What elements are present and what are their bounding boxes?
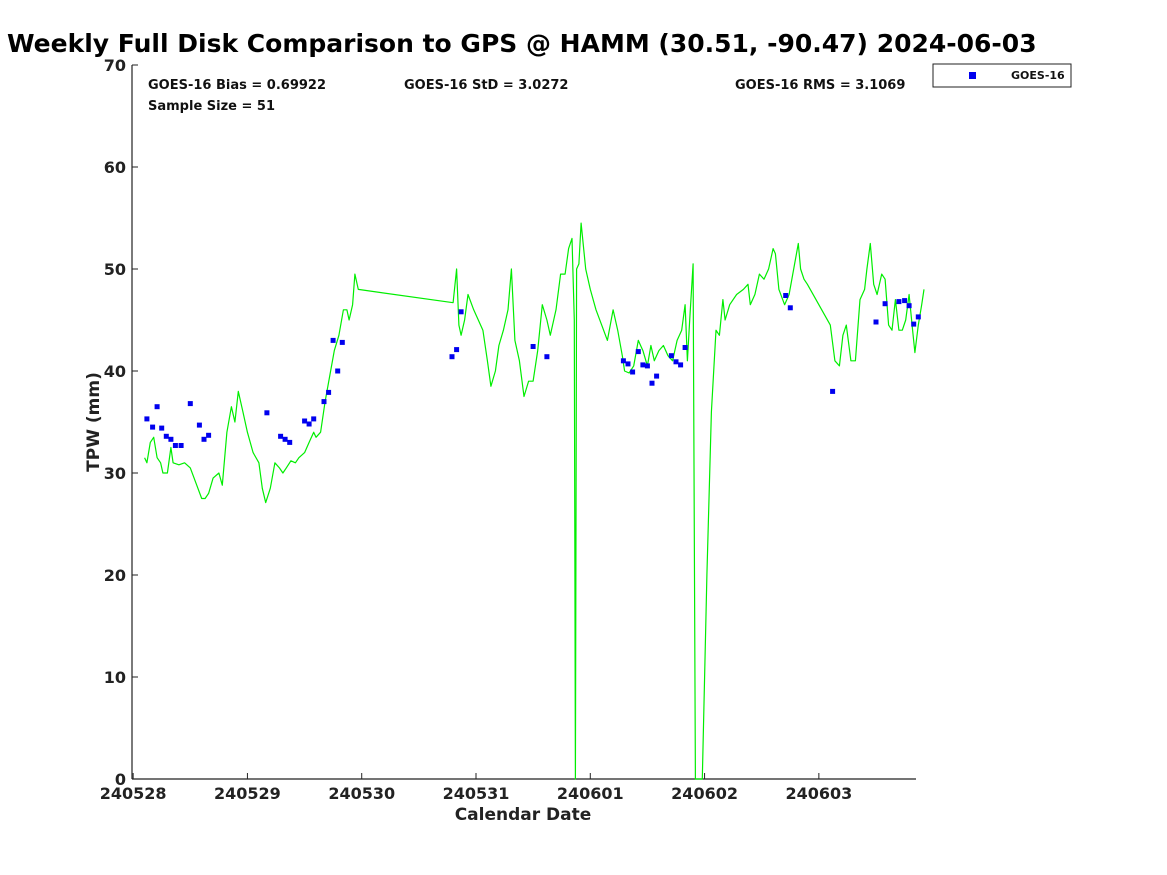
goes-data-point [902,298,908,304]
goes-data-point [172,443,178,448]
goes-data-point [163,433,169,439]
goes-data-point [830,388,836,394]
bias-stat: GOES-16 Bias = 0.69922 [148,78,326,93]
goes-data-point [187,401,193,407]
goes-data-point [911,321,917,327]
legend-label-goes16: GOES-16 [1011,69,1065,82]
gps-line-path [144,222,925,780]
x-axis-label: Calendar Date [455,805,592,825]
plot-area: 0 10 20 30 40 50 60 70 240528 240529 240530 240531… [100,56,925,803]
y-tick-label: 20 [104,566,126,585]
y-tick-label: 10 [104,668,126,687]
goes-data-point [783,293,789,298]
goes-data-point [678,362,684,368]
goes-data-point [168,436,174,442]
goes-data-point [278,433,284,439]
goes-data-point [321,399,327,405]
goes-data-point [644,363,650,369]
goes-data-point [654,373,660,379]
y-tick-label: 0 [115,770,126,789]
gps-series-line [144,222,925,780]
legend-box [932,63,1072,88]
goes-data-point [326,389,332,395]
plot-frame [132,65,916,779]
x-tick-label: 240602 [671,784,738,803]
y-tick-label: 40 [104,362,126,381]
goes-data-point [635,349,641,355]
std-stat: GOES-16 StD = 3.0272 [404,78,568,93]
y-ticks: 0 10 20 30 40 50 60 70 [104,56,138,789]
y-tick-label: 70 [104,56,126,75]
goes-data-point [264,410,270,416]
x-tick-label: 240603 [785,784,852,803]
goes-data-point [154,404,160,410]
goes-data-point [454,347,460,353]
goes-data-point [787,305,793,311]
goes-data-point [159,425,165,431]
goes-data-point [640,362,646,368]
goes-data-point [306,421,312,427]
x-tick-label: 240528 [100,784,167,803]
y-tick-label: 30 [104,464,126,483]
goes-data-point [630,369,636,375]
goes-data-point [196,422,202,428]
y-axis-label: TPW (mm) [84,372,104,472]
y-tick-label: 50 [104,260,126,279]
goes-data-point [906,303,912,309]
y-tick-label: 60 [104,158,126,177]
x-tick-label: 240529 [214,784,281,803]
goes-data-point [673,359,679,365]
goes-data-point [896,299,902,305]
stats-annotations: GOES-16 Bias = 0.69922 GOES-16 StD = 3.0… [148,78,905,114]
x-tick-label: 240531 [443,784,510,803]
goes-data-point [530,344,536,349]
goes-data-point [206,432,212,438]
goes-data-point [287,439,293,445]
goes-data-point [458,309,464,315]
goes-data-point [882,301,888,307]
goes-data-point [873,319,879,325]
x-ticks: 240528 240529 240530 240531 240601 240602 2406… [100,773,852,803]
goes-data-point [335,368,341,374]
legend-marker-goes16 [969,72,976,79]
goes-data-point [282,436,288,442]
goes-data-point [649,380,655,386]
goes-data-point [915,314,921,320]
legend: GOES-16 [932,63,1072,88]
goes-data-point [668,353,674,359]
goes-data-point [620,358,626,364]
goes-data-point [330,337,336,343]
goes-data-point [150,424,156,430]
sample-size-stat: Sample Size = 51 [148,99,275,114]
x-tick-label: 240601 [557,784,624,803]
goes-data-point [544,354,550,360]
goes-data-point [625,361,631,367]
goes-data-point [311,416,317,422]
x-tick-label: 240530 [328,784,395,803]
goes-data-point [682,345,688,350]
chart-title: Weekly Full Disk Comparison to GPS @ HAM… [7,29,1037,58]
goes-data-point [449,354,455,360]
goes-data-point [302,418,308,424]
goes-data-point [201,436,207,442]
goes-data-point [178,443,184,448]
goes-series-points [144,293,921,448]
rms-stat: GOES-16 RMS = 3.1069 [735,78,905,93]
goes-data-point [339,339,345,345]
goes-data-point [144,416,150,422]
